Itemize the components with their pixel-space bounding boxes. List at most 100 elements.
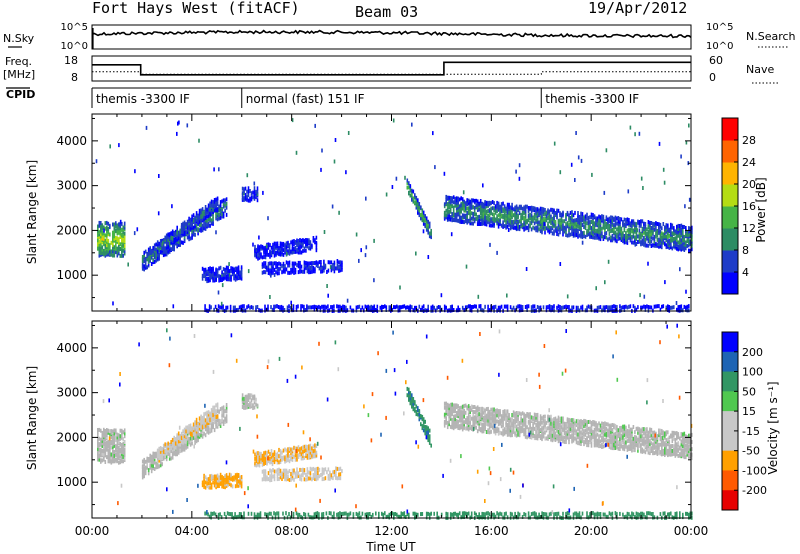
- range-cell: [303, 444, 306, 449]
- range-cell: [109, 443, 111, 448]
- range-cell: [285, 458, 288, 463]
- range-cell: [188, 229, 190, 234]
- range-cell: [691, 237, 693, 242]
- range-cell: [635, 232, 638, 237]
- range-cell: [103, 240, 105, 245]
- range-cell: [373, 308, 376, 313]
- range-cell: [330, 473, 333, 478]
- range-cell: [309, 473, 312, 478]
- range-cell: [98, 436, 101, 441]
- range-cell: [215, 483, 217, 488]
- range-cell: [592, 215, 594, 220]
- range-cell: [240, 304, 242, 309]
- range-cell: [629, 125, 632, 130]
- range-cell: [103, 439, 105, 444]
- range-cell: [414, 407, 416, 412]
- range-cell: [658, 237, 660, 242]
- range-cell: [206, 207, 208, 212]
- range-cell: [194, 431, 196, 436]
- range-cell: [457, 210, 459, 215]
- range-cell: [514, 417, 516, 422]
- range-cell: [571, 222, 573, 227]
- range-cell: [550, 217, 552, 222]
- range-cell: [209, 427, 211, 432]
- range-cell: [614, 304, 617, 309]
- range-cell: [644, 222, 647, 226]
- range-cell: [267, 477, 270, 482]
- range-cell: [424, 429, 426, 434]
- range-cell: [204, 411, 207, 416]
- range-cell: [451, 412, 453, 417]
- range-cell: [239, 479, 241, 484]
- range-cell: [536, 305, 539, 309]
- range-cell: [532, 218, 534, 223]
- range-cell: [646, 243, 648, 248]
- range-cell: [529, 221, 531, 226]
- range-cell: [263, 469, 265, 474]
- range-cell: [296, 263, 298, 268]
- range-cell: [515, 210, 518, 215]
- range-cell: [200, 226, 202, 231]
- range-cell: [264, 469, 267, 474]
- range-cell: [123, 235, 126, 240]
- range-cell: [479, 409, 482, 414]
- range-cell: [559, 170, 562, 175]
- range-cell: [335, 473, 337, 478]
- range-cell: [191, 223, 193, 228]
- range-cell: [667, 223, 669, 228]
- range-cell: [524, 212, 527, 217]
- range-cell: [472, 211, 474, 216]
- range-cell: [123, 434, 126, 439]
- range-cell: [514, 225, 516, 230]
- range-cell: [203, 209, 205, 214]
- range-cell: [246, 394, 248, 399]
- range-cell: [204, 224, 207, 229]
- range-cell: [246, 189, 248, 194]
- range-cell: [240, 276, 243, 281]
- range-cell: [152, 459, 154, 464]
- range-cell: [300, 451, 303, 456]
- range-cell: [524, 430, 527, 435]
- range-cell: [243, 308, 245, 313]
- range-cell: [355, 232, 358, 237]
- range-cell: [545, 217, 548, 221]
- range-cell: [260, 254, 262, 259]
- range-cell: [176, 449, 178, 454]
- range-cell: [266, 451, 268, 455]
- range-cell: [121, 227, 123, 232]
- range-cell: [339, 476, 342, 481]
- range-cell: [249, 401, 251, 406]
- range-cell: [455, 216, 458, 220]
- range-cell: [502, 428, 504, 433]
- range-cell: [451, 196, 453, 201]
- range-cell: [482, 216, 485, 221]
- range-cell: [652, 230, 654, 235]
- range-cell: [221, 214, 223, 219]
- range-cell: [622, 231, 624, 236]
- range-cell: [97, 233, 99, 237]
- range-cell: [155, 242, 157, 247]
- range-cell: [493, 223, 495, 228]
- range-cell: [493, 407, 495, 412]
- range-cell: [194, 215, 196, 220]
- range-cell: [509, 219, 512, 223]
- range-cell: [281, 455, 283, 460]
- range-cell: [629, 234, 632, 239]
- range-cell: [197, 227, 199, 232]
- range-cell: [180, 230, 183, 235]
- range-cell: [115, 228, 117, 233]
- range-cell: [225, 405, 228, 410]
- range-cell: [463, 414, 465, 418]
- range-cell: [204, 207, 207, 212]
- range-cell: [110, 249, 113, 254]
- range-cell: [455, 403, 458, 408]
- range-cell: [332, 470, 334, 475]
- range-cell: [451, 308, 453, 313]
- range-cell: [98, 239, 101, 244]
- range-cell: [500, 213, 503, 218]
- range-cell: [511, 417, 513, 422]
- range-cell: [664, 280, 666, 285]
- range-cell: [625, 221, 627, 226]
- range-cell: [508, 425, 510, 430]
- range-cell: [461, 410, 464, 415]
